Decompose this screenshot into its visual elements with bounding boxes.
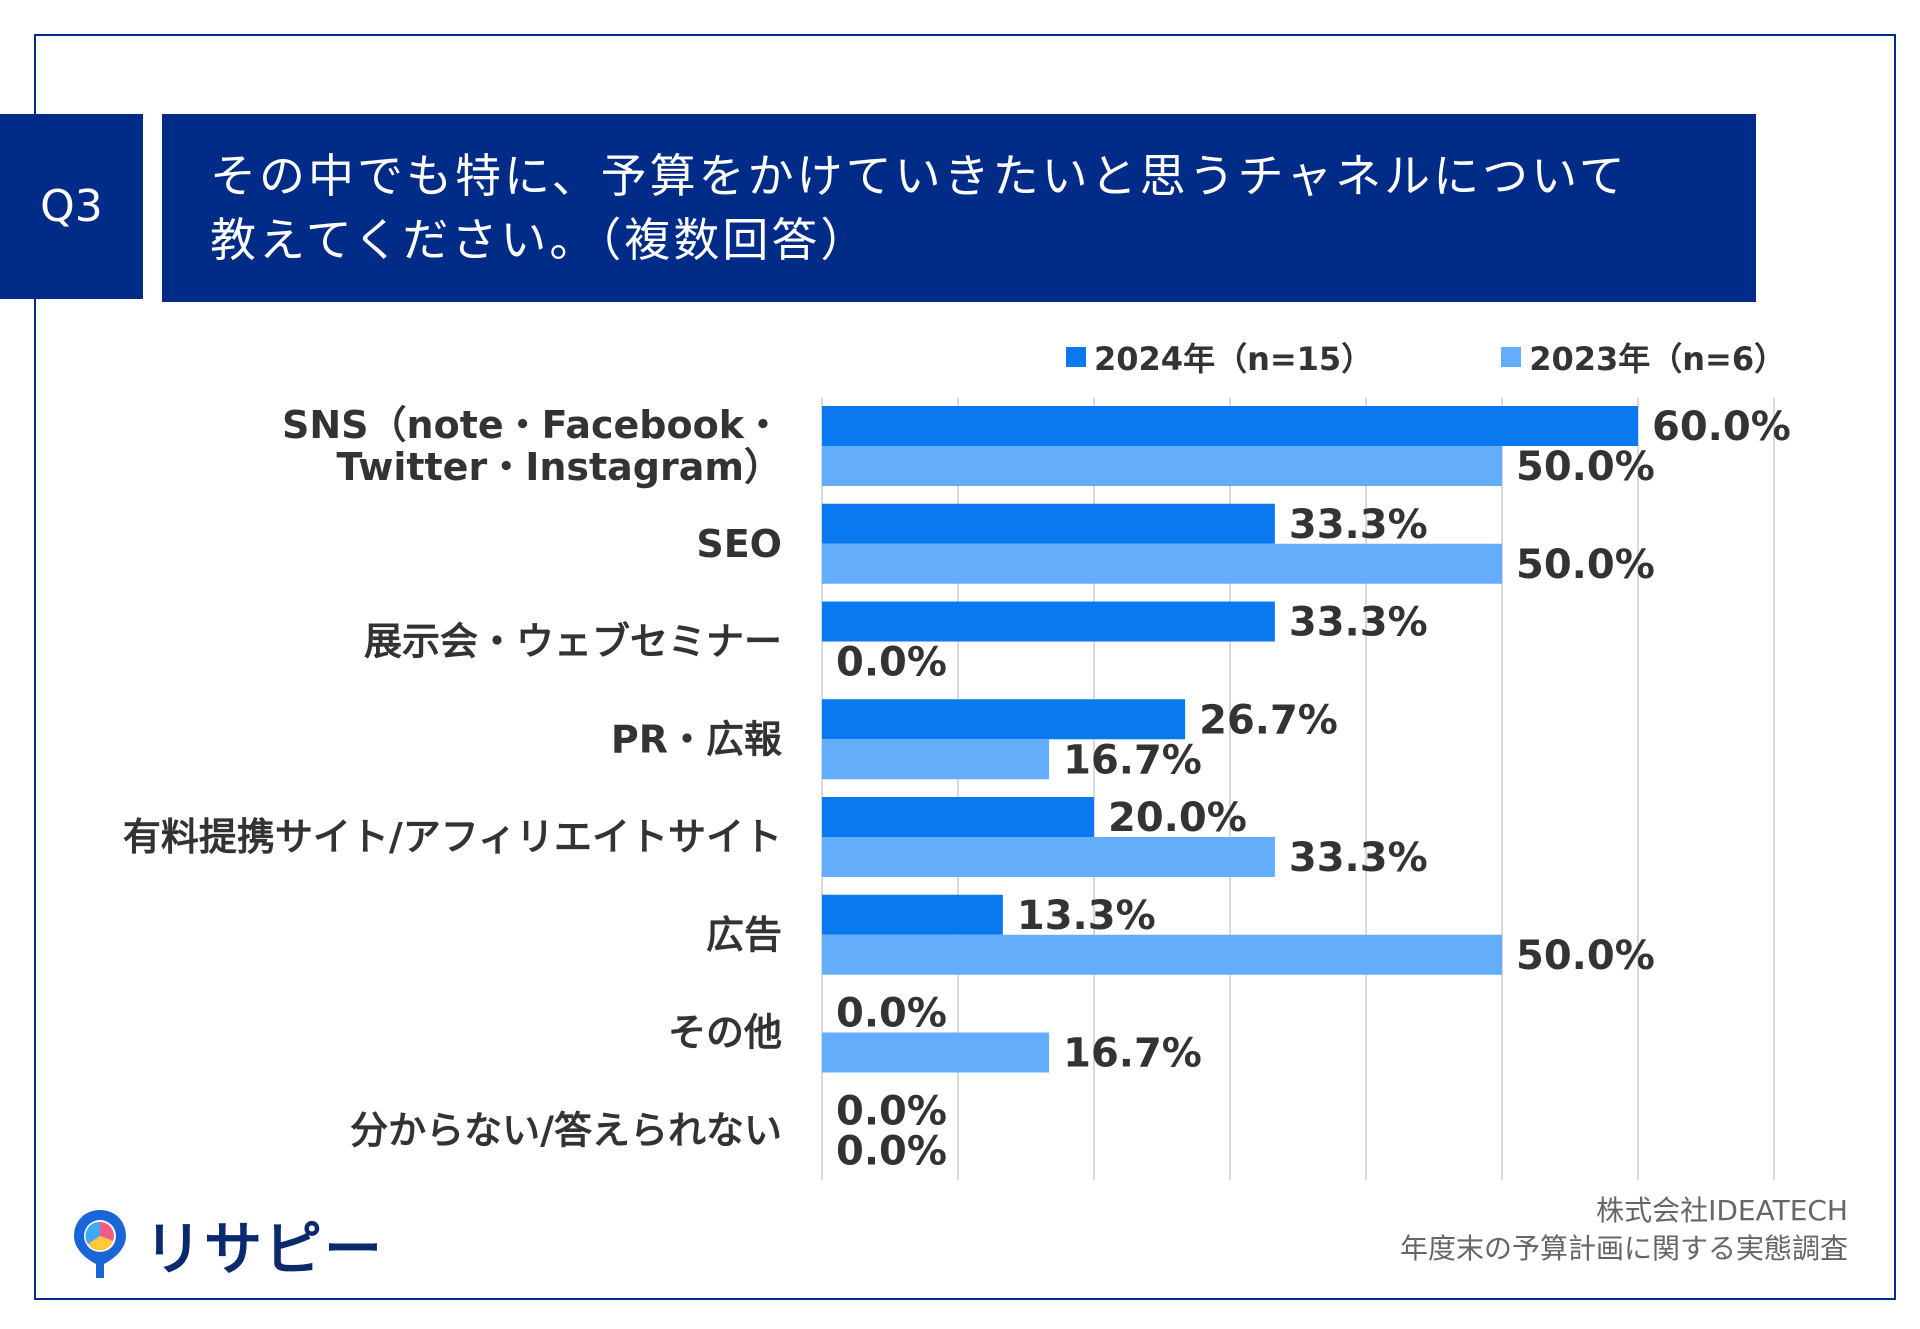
- value-label-2023: 16.7%: [1063, 1031, 1202, 1077]
- bar-2023: [822, 739, 1050, 780]
- bar-2024: [822, 601, 1275, 642]
- question-title-line-1: その中でも特に、予算をかけていきたいと思うチャネルについて: [210, 149, 1628, 203]
- legend-item-2023: 2023年（n=6）: [1501, 334, 1786, 380]
- legend-swatch-2023: [1501, 347, 1522, 367]
- value-label-2023: 50.0%: [1516, 444, 1655, 490]
- bar-2024: [822, 406, 1638, 446]
- source-survey: 年度末の予算計画に関する実態調査: [1399, 1232, 1848, 1265]
- category-label: 広告: [706, 913, 782, 957]
- bar-2024: [822, 699, 1186, 740]
- value-label-2024: 20.0%: [1108, 795, 1247, 841]
- category-label: その他: [668, 1011, 782, 1055]
- question-number-badge: Q3: [0, 114, 143, 299]
- question-title-line-2: 教えてください。（複数回答）: [210, 213, 870, 267]
- bar-2023: [822, 446, 1502, 486]
- value-label-2024: 33.3%: [1289, 600, 1428, 646]
- value-label-2024: 26.7%: [1199, 697, 1338, 743]
- frame-border: [34, 34, 1896, 1300]
- value-label-2023: 16.7%: [1063, 737, 1202, 783]
- value-label-2023: 50.0%: [1516, 933, 1655, 979]
- legend-swatch-2024: [1066, 347, 1086, 367]
- value-label-2023: 50.0%: [1516, 542, 1655, 588]
- bar-2023: [822, 934, 1502, 975]
- category-label: SEO: [696, 522, 782, 566]
- logo-text: リサピー: [144, 1215, 385, 1283]
- value-label-2024: 0.0%: [836, 991, 947, 1037]
- value-label-2023: 0.0%: [836, 1128, 947, 1174]
- value-label-2023: 33.3%: [1289, 835, 1428, 881]
- bar-2024: [822, 503, 1275, 544]
- risapy-logo: リサピー: [70, 1202, 384, 1286]
- category-label: PR・広報: [611, 717, 782, 761]
- value-label-2024: 33.3%: [1289, 502, 1428, 548]
- legend-label-2023: 2023年（n=6）: [1529, 340, 1787, 378]
- category-label: Twitter・Instagram）: [336, 445, 782, 489]
- bar-2023: [822, 543, 1502, 584]
- source-note: 株式会社IDEATECH 年度末の予算計画に関する実態調査: [1400, 1192, 1848, 1268]
- category-label: 有料提携サイト/アフィリエイトサイト: [123, 815, 782, 859]
- value-label-2024: 13.3%: [1017, 893, 1156, 939]
- category-label: SNS（note・Facebook・: [282, 403, 782, 447]
- bar-2024: [822, 797, 1094, 837]
- value-label-2023: 0.0%: [836, 640, 947, 686]
- logo-pin-icon: [74, 1210, 126, 1278]
- source-company: 株式会社IDEATECH: [1596, 1194, 1848, 1227]
- bar-2024: [822, 894, 1003, 935]
- legend-label-2024: 2024年（n=15）: [1094, 340, 1374, 378]
- legend-item-2024: 2024年（n=15）: [1066, 334, 1373, 380]
- value-label-2024: 0.0%: [836, 1088, 947, 1134]
- category-label: 展示会・ウェブセミナー: [364, 620, 782, 664]
- category-label: 分からない/答えられない: [350, 1108, 782, 1152]
- bar-2023: [822, 837, 1275, 877]
- value-label-2024: 60.0%: [1652, 404, 1791, 450]
- question-title: その中でも特に、予算をかけていきたいと思うチャネルについて 教えてください。（複…: [162, 114, 1756, 302]
- bar-2023: [822, 1032, 1050, 1073]
- chart-legend: 2024年（n=15） 2023年（n=6）: [1066, 334, 1786, 380]
